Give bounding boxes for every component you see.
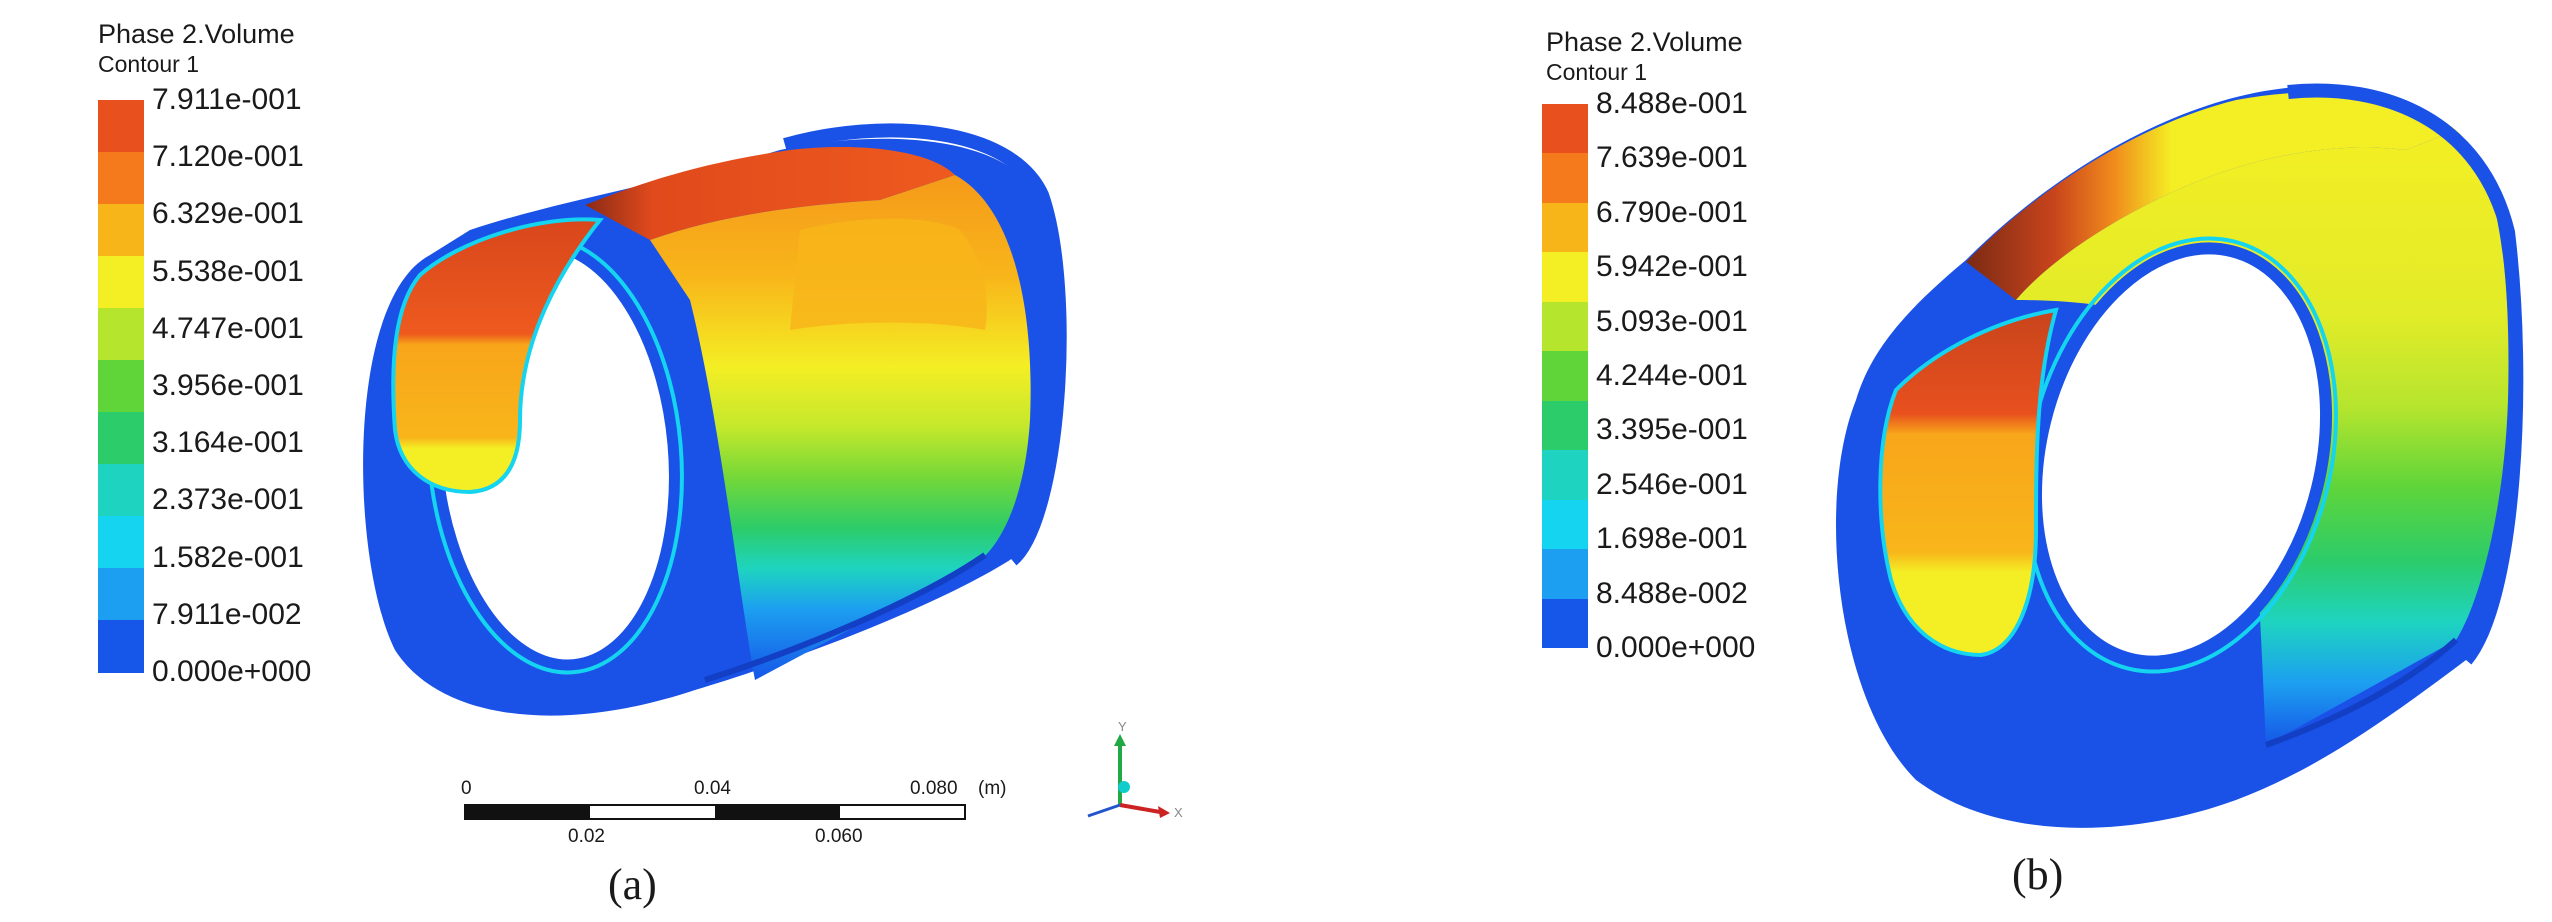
legend-label: 4.747e-001 <box>152 311 304 345</box>
legend-label: 3.164e-001 <box>152 426 304 460</box>
legend-title: Phase 2.Volume <box>1546 27 1743 57</box>
legend-label: 5.093e-001 <box>1596 304 1748 338</box>
cylinder-contour-b <box>1836 83 2524 828</box>
scale-unit-label: (m) <box>978 778 1007 799</box>
legend-label: 3.395e-001 <box>1596 413 1748 447</box>
legend-label: 7.639e-001 <box>1596 141 1748 175</box>
legend-swatch <box>98 256 144 309</box>
legend-label: 2.546e-001 <box>1596 467 1748 501</box>
panel-caption: (a) <box>608 860 657 909</box>
legend-swatch <box>1542 104 1588 154</box>
cylinder-contour-a <box>363 123 1067 716</box>
color-legend-bar <box>1542 104 1588 649</box>
legend-swatch <box>1542 549 1588 600</box>
legend-label: 5.942e-001 <box>1596 250 1748 284</box>
legend-subtitle: Contour 1 <box>1546 59 1648 85</box>
legend-label: 7.911e-002 <box>152 597 302 631</box>
legend-swatch <box>98 620 144 673</box>
legend-swatch <box>1542 351 1588 402</box>
scale-label-0: 0 <box>461 778 472 799</box>
legend-label: 3.956e-001 <box>152 369 304 402</box>
legend-label: 1.698e-001 <box>1596 522 1748 556</box>
legend-label: 2.373e-001 <box>152 483 304 517</box>
axis-y-label: Y <box>1118 719 1127 734</box>
legend-swatch <box>98 516 144 569</box>
legend-label: 8.488e-001 <box>1596 87 1748 120</box>
legend-swatch <box>1542 252 1588 303</box>
legend-swatch <box>98 100 144 153</box>
legend-swatch <box>1542 301 1588 352</box>
legend-swatch <box>1542 400 1588 451</box>
scale-label-0.04: 0.04 <box>694 778 731 799</box>
legend-label: 0.000e+000 <box>152 655 312 688</box>
legend-swatch <box>1542 202 1588 253</box>
legend-swatch <box>98 412 144 465</box>
legend-swatch <box>1542 499 1588 550</box>
scale-label-0.060: 0.060 <box>815 826 863 847</box>
legend-label: 6.329e-001 <box>152 197 304 231</box>
legend-swatch <box>98 204 144 257</box>
scale-label-0.080: 0.080 <box>910 778 958 799</box>
legend-title: Phase 2.Volume <box>98 19 295 49</box>
panel-a: Phase 2.Volume Contour 1 7.911e-001 7.120… <box>98 19 1183 909</box>
axis-x-label: X <box>1174 805 1183 820</box>
legend-swatch <box>1542 598 1588 649</box>
legend-swatch <box>98 360 144 413</box>
legend-label: 5.538e-001 <box>152 254 304 288</box>
scale-label-0.02: 0.02 <box>568 826 605 847</box>
legend-label: 7.911e-001 <box>152 83 302 116</box>
legend-swatch <box>98 568 144 621</box>
panel-b: Phase 2.Volume Contour 1 8.488e-001 7.639… <box>1276 0 2552 922</box>
legend-swatch <box>1542 153 1588 204</box>
legend-subtitle: Contour 1 <box>98 51 200 77</box>
color-legend-bar <box>98 100 144 673</box>
panel-caption: (b) <box>2012 850 2064 899</box>
legend-label: 0.000e+000 <box>1596 631 1756 664</box>
legend-label: 8.488e-002 <box>1596 576 1748 610</box>
legend-label: 7.120e-001 <box>152 140 304 174</box>
legend-swatch <box>98 308 144 361</box>
legend-swatch <box>98 464 144 517</box>
legend-label: 4.244e-001 <box>1596 359 1748 392</box>
legend-swatch <box>98 152 144 205</box>
legend-label: 6.790e-001 <box>1596 195 1748 229</box>
legend-label: 1.582e-001 <box>152 540 304 574</box>
legend-swatch <box>1542 450 1588 501</box>
